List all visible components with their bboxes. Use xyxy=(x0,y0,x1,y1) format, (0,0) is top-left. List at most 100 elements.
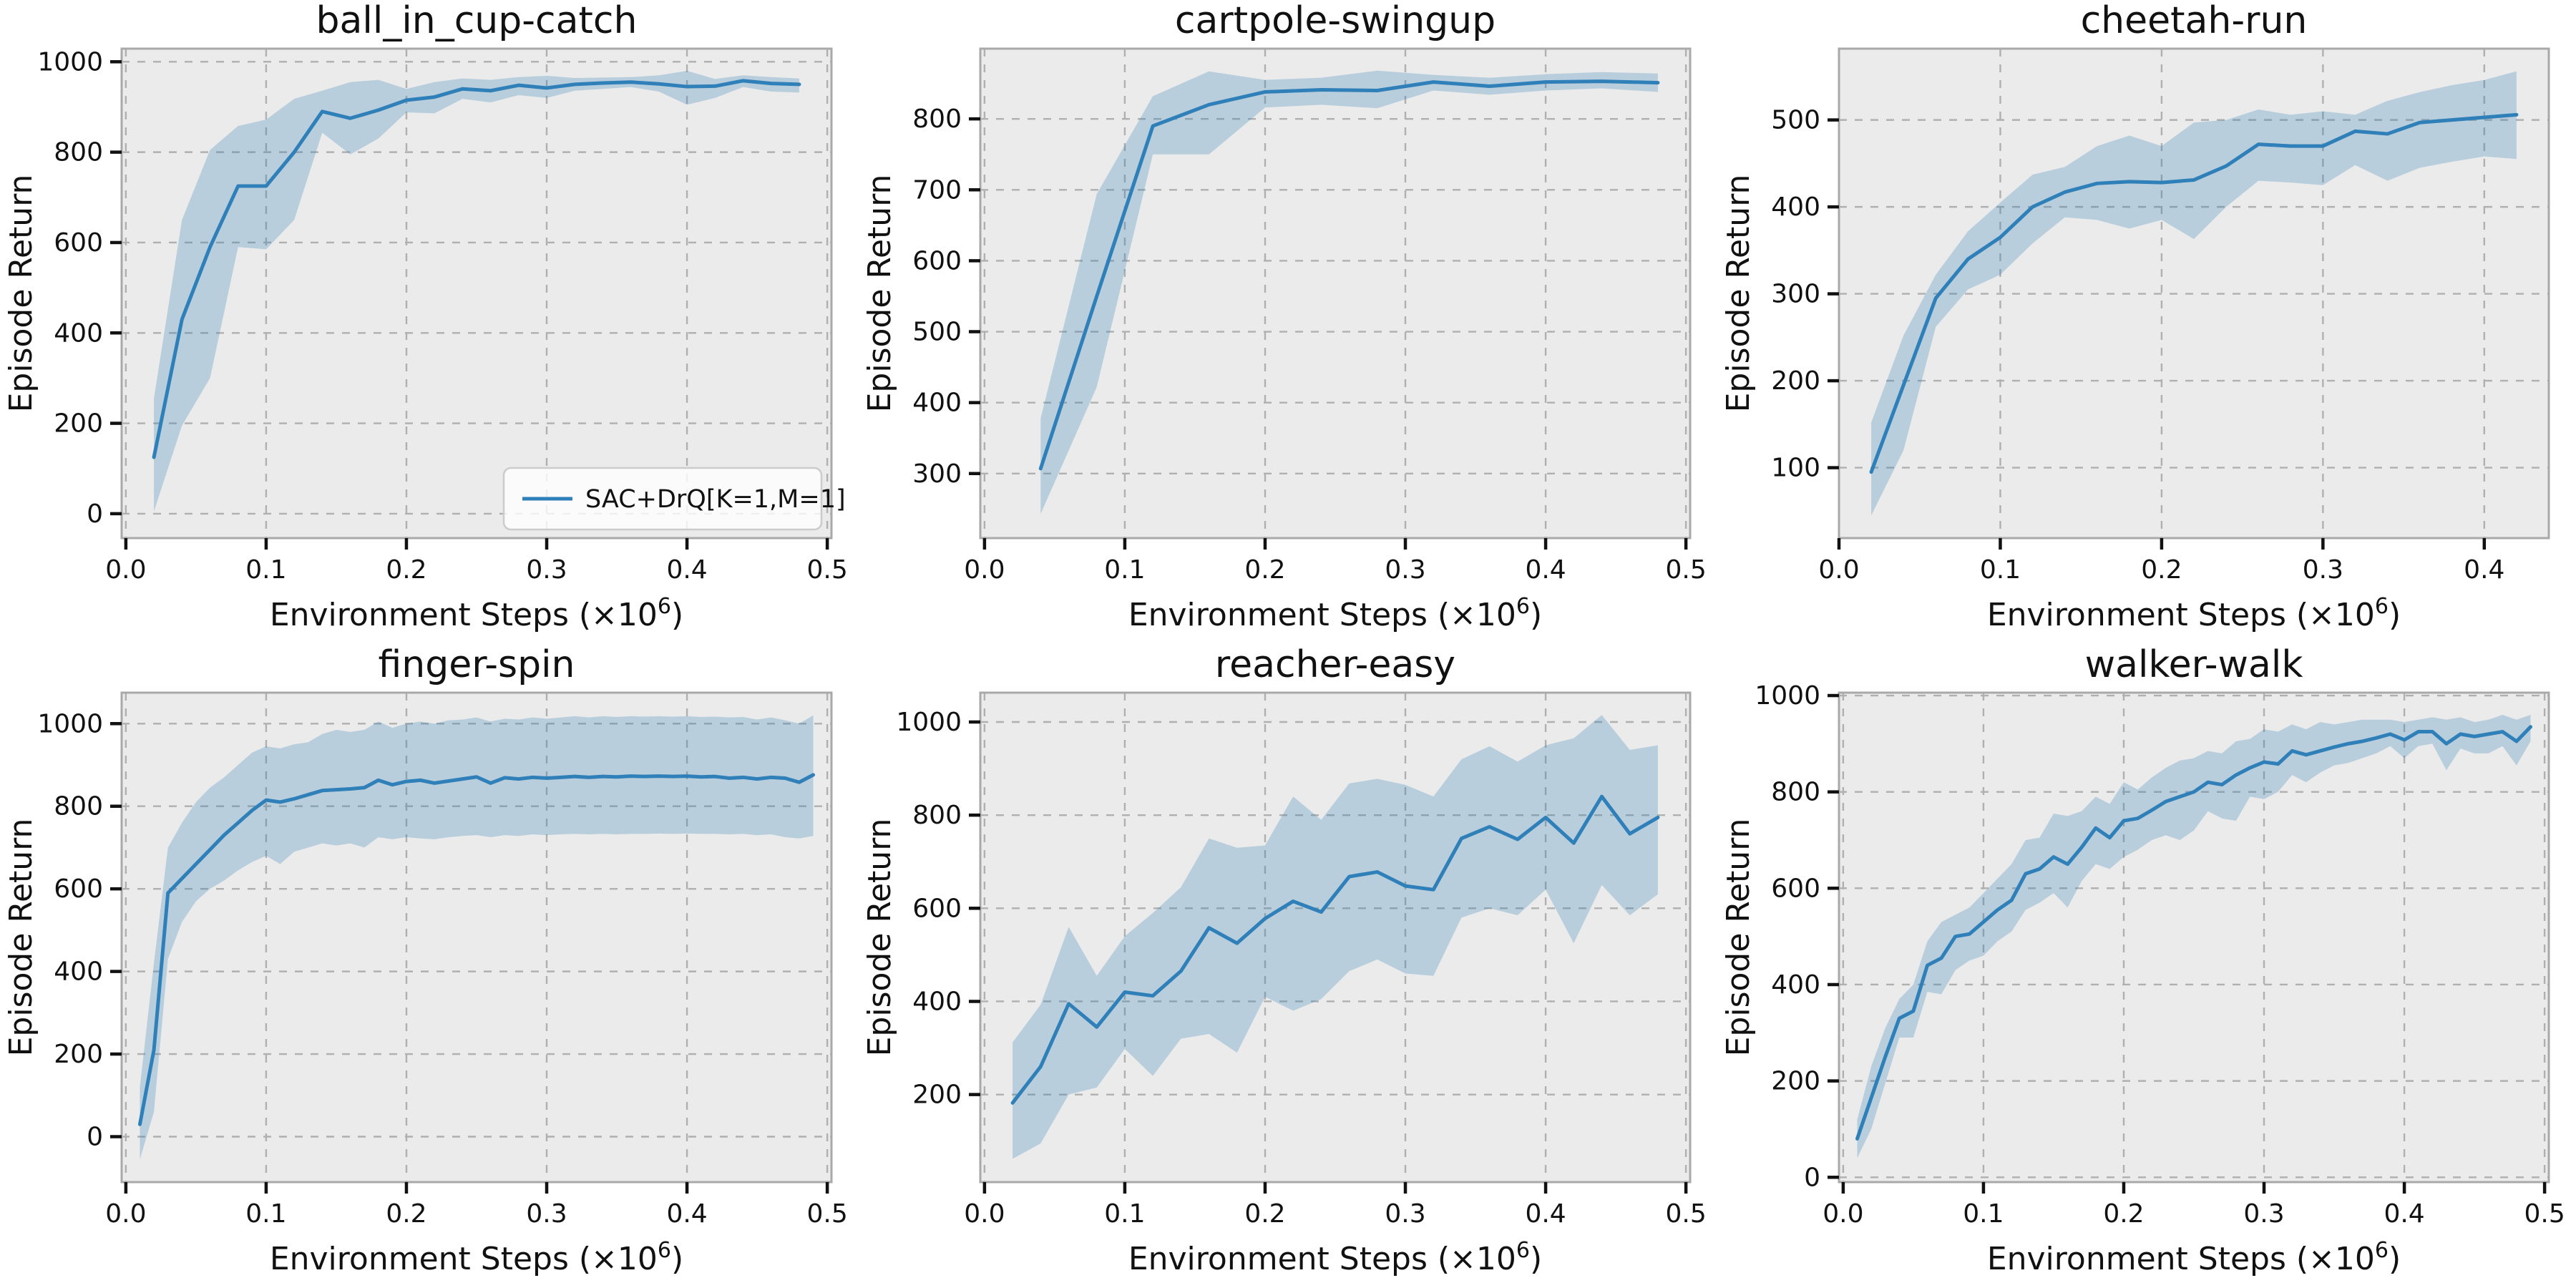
y-tick-label: 600 xyxy=(54,874,103,904)
x-axis-label-mult: ×10 xyxy=(591,1241,658,1277)
x-axis-label-mult: ×10 xyxy=(591,597,658,633)
confidence-band xyxy=(1013,715,1658,1159)
x-axis-label-suffix: ) xyxy=(1530,597,1542,633)
x-axis-label-prefix: Environment Steps ( xyxy=(270,597,591,633)
x-axis-label: Environment Steps (×106) xyxy=(1128,1238,1542,1277)
x-tick-label: 0.1 xyxy=(245,1199,286,1229)
y-tick-label: 1000 xyxy=(37,47,103,77)
chart-canvas: 0.0 0.1 0.2 0.3 0.4 0.5 0 200 400 600 800 1000 finge… xyxy=(3,644,848,1277)
series-line xyxy=(1869,112,2519,474)
x-tick-label: 0.5 xyxy=(1665,1199,1706,1229)
x-tick-label: 0.5 xyxy=(2524,1199,2565,1229)
x-axis-label-exponent: 6 xyxy=(2375,594,2389,619)
y-axis-label: Episode Return xyxy=(862,175,898,413)
y-axis-label: Episode Return xyxy=(862,819,898,1057)
y-axis-label: Episode Return xyxy=(3,819,39,1057)
y-tick-label: 1000 xyxy=(37,709,103,738)
y-tick-label: 0 xyxy=(87,1123,103,1152)
x-tick-label: 0.2 xyxy=(2103,1199,2144,1229)
x-axis-label-prefix: Environment Steps ( xyxy=(1987,597,2308,633)
subplot-title: finger-spin xyxy=(378,644,575,686)
chart-canvas: 0.0 0.1 0.2 0.3 0.4 0.5 0 200 400 600 800 1000 ball_… xyxy=(3,0,848,633)
y-tick-label: 200 xyxy=(54,409,103,439)
x-tick-label: 0.4 xyxy=(666,1199,707,1229)
x-tick-label: 0.0 xyxy=(1823,1199,1863,1229)
axes-spines xyxy=(120,47,833,540)
y-tick-label: 400 xyxy=(54,957,103,987)
subplot-title: cartpole-swingup xyxy=(1175,0,1496,42)
y-tick-label: 200 xyxy=(912,1080,962,1110)
x-axis-label-mult: ×10 xyxy=(1450,1241,1516,1277)
x-tick-label: 0.1 xyxy=(245,555,286,585)
x-tick-label: 0.4 xyxy=(666,555,707,585)
y-tick-label: 0 xyxy=(87,499,103,529)
chart-canvas: 0.0 0.1 0.2 0.3 0.4 100 200 300 400 500 cheetah-ru… xyxy=(1720,0,2550,633)
x-axis-label-prefix: Environment Steps ( xyxy=(270,1241,591,1277)
x-tick-label: 0.3 xyxy=(1385,555,1425,585)
x-tick-label: 0.1 xyxy=(1963,1199,2004,1229)
x-axis-label: Environment Steps (×106) xyxy=(1987,1238,2401,1277)
y-tick-label: 800 xyxy=(1771,778,1820,807)
x-axis-label-suffix: ) xyxy=(2389,1241,2401,1277)
x-axis-label-prefix: Environment Steps ( xyxy=(1128,1241,1450,1277)
y-axis-label: Episode Return xyxy=(1720,175,1757,413)
y-axis-label: Episode Return xyxy=(1720,819,1757,1057)
x-axis-label-exponent: 6 xyxy=(2375,1238,2389,1263)
y-tick-label: 500 xyxy=(912,318,962,347)
y-tick-label: 100 xyxy=(1771,454,1820,483)
confidence-band xyxy=(1857,714,2531,1158)
x-tick-label: 0.1 xyxy=(1104,555,1145,585)
x-tick-label: 0.3 xyxy=(2243,1199,2284,1229)
chart-canvas: 0.0 0.1 0.2 0.3 0.4 0.5 200 400 600 800 1000 reache… xyxy=(862,644,1707,1277)
x-axis-label-exponent: 6 xyxy=(1516,594,1530,619)
x-tick-label: 0.3 xyxy=(526,1199,567,1229)
y-tick-label: 400 xyxy=(912,987,962,1016)
y-tick-label: 300 xyxy=(912,459,962,489)
x-axis-label-prefix: Environment Steps ( xyxy=(1987,1241,2308,1277)
x-tick-label: 0.2 xyxy=(1244,1199,1285,1229)
y-tick-label: 800 xyxy=(912,801,962,830)
subplot-ball_in_cup-catch: 0.0 0.1 0.2 0.3 0.4 0.5 0 200 400 600 800 1000 ball_… xyxy=(0,0,859,644)
y-tick-label: 400 xyxy=(1771,192,1820,222)
subplot-title: walker-walk xyxy=(2085,644,2303,686)
series-line xyxy=(1855,725,2533,1141)
x-axis-label: Environment Steps (×106) xyxy=(270,594,683,633)
y-tick-label: 200 xyxy=(1771,366,1820,396)
y-tick-label: 600 xyxy=(912,246,962,275)
axes-spines xyxy=(979,691,1692,1184)
x-tick-label: 0.4 xyxy=(1525,1199,1566,1229)
subplot-title: ball_in_cup-catch xyxy=(316,0,638,42)
x-axis-label-suffix: ) xyxy=(671,597,683,633)
x-tick-label: 0.1 xyxy=(1980,555,2021,585)
x-tick-label: 0.2 xyxy=(2141,555,2182,585)
subplot-finger-spin: 0.0 0.1 0.2 0.3 0.4 0.5 0 200 400 600 800 1000 finge… xyxy=(0,644,859,1288)
x-axis-label-mult: ×10 xyxy=(1450,597,1516,633)
y-tick-label: 400 xyxy=(54,318,103,348)
y-tick-label: 700 xyxy=(912,175,962,205)
x-axis-label-suffix: ) xyxy=(2389,597,2401,633)
series-line xyxy=(1038,79,1660,471)
series-line xyxy=(137,773,816,1126)
x-tick-label: 0.3 xyxy=(526,555,567,585)
y-tick-label: 600 xyxy=(54,228,103,258)
y-tick-label: 800 xyxy=(54,138,103,167)
y-axis-label: Episode Return xyxy=(3,175,39,413)
legend-box xyxy=(502,467,823,531)
x-axis-label: Environment Steps (×106) xyxy=(1987,594,2401,633)
x-tick-label: 0.0 xyxy=(105,1199,146,1229)
x-tick-label: 0.0 xyxy=(964,555,1005,585)
x-axis-label-prefix: Environment Steps ( xyxy=(1128,597,1450,633)
y-tick-label: 400 xyxy=(912,389,962,418)
x-tick-label: 0.4 xyxy=(2384,1199,2424,1229)
x-tick-label: 0.0 xyxy=(105,555,146,585)
axes-spines xyxy=(979,47,1692,540)
x-axis-label-exponent: 6 xyxy=(658,594,671,619)
y-tick-label: 200 xyxy=(54,1040,103,1069)
y-tick-label: 1000 xyxy=(896,708,962,737)
legend-label: SAC+DrQ[K=1,M=1] xyxy=(585,485,846,514)
y-tick-label: 1000 xyxy=(1755,681,1820,711)
x-axis-label-exponent: 6 xyxy=(1516,1238,1530,1263)
x-axis-label-exponent: 6 xyxy=(658,1238,671,1263)
x-tick-label: 0.1 xyxy=(1104,1199,1145,1229)
